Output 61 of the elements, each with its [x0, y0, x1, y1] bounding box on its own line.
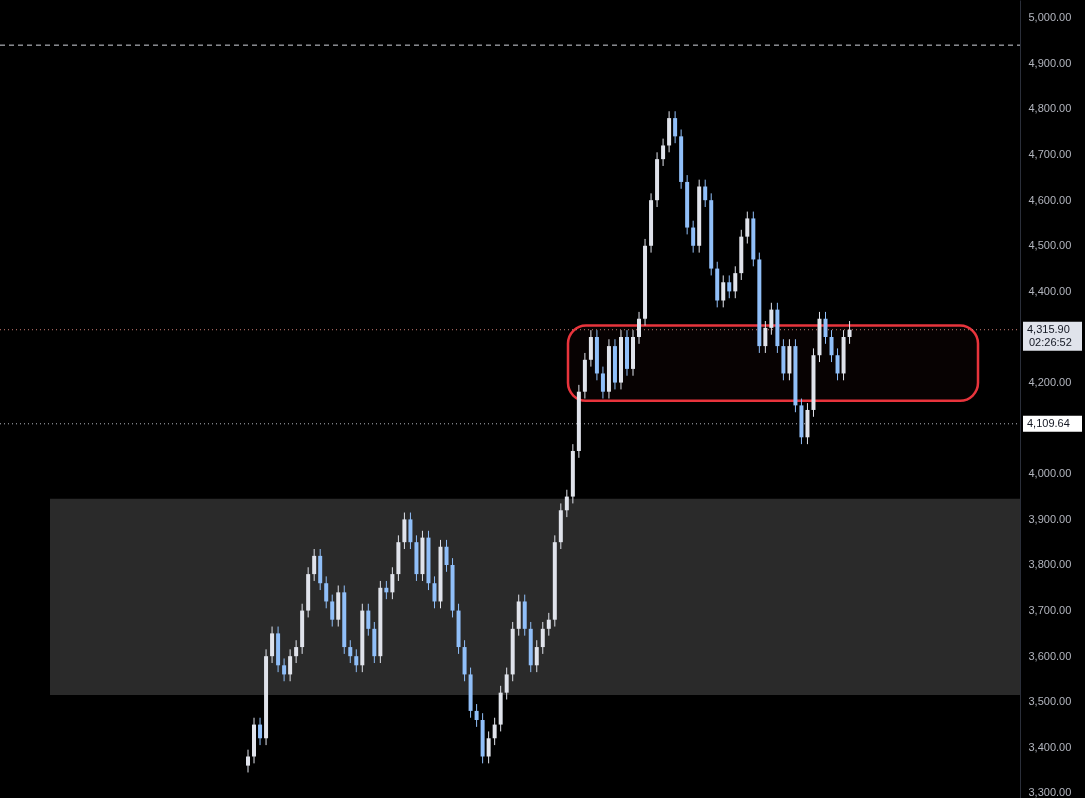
candlestick [444, 539, 449, 573]
candlestick [823, 311, 828, 345]
candlestick [661, 138, 666, 167]
candlestick [312, 548, 317, 582]
y-tick-label: 4,500.00 [1028, 239, 1072, 252]
candlestick [432, 575, 437, 609]
candlestick [246, 749, 251, 773]
ref-line-label: 4,109.64 [1027, 416, 1070, 429]
candlestick [745, 211, 750, 244]
candlestick [270, 626, 275, 664]
y-tick-label: 4,200.00 [1028, 376, 1072, 389]
y-tick-label: 4,400.00 [1028, 284, 1072, 297]
candlestick [354, 648, 359, 673]
candlestick [408, 512, 413, 550]
candlestick [721, 274, 726, 308]
y-tick-label: 3,300.00 [1028, 786, 1072, 798]
candlestick [294, 639, 299, 664]
y-tick-label: 4,900.00 [1028, 56, 1072, 69]
candlestick [673, 110, 678, 144]
candlestick [600, 366, 605, 400]
candlestick [366, 603, 371, 637]
candlestick [835, 347, 840, 381]
y-tick-label: 4,600.00 [1028, 193, 1072, 206]
y-tick-label: 3,600.00 [1028, 649, 1072, 662]
y-tick-label: 4,800.00 [1028, 102, 1072, 115]
candlestick [330, 594, 335, 628]
candlestick [637, 311, 642, 345]
y-tick-label: 3,500.00 [1028, 695, 1072, 708]
candlestick [847, 320, 852, 345]
y-tick-label: 4,000.00 [1028, 467, 1072, 480]
candlestick [486, 730, 491, 764]
candlestick [474, 703, 479, 728]
text: 02:26:52 [1029, 335, 1072, 348]
candlestick [402, 512, 407, 550]
candlestick [324, 575, 329, 609]
candlestick [492, 717, 497, 746]
candlestick [546, 612, 551, 637]
candlestick [588, 329, 593, 368]
candlestick [288, 648, 293, 682]
candlestick [282, 657, 287, 682]
y-tick-label: 4,700.00 [1028, 148, 1072, 161]
candlestick [769, 302, 774, 336]
candlestick [258, 717, 263, 746]
y-tick-label: 3,800.00 [1028, 558, 1072, 571]
candlestick [703, 179, 708, 208]
y-tick-label: 3,900.00 [1028, 512, 1072, 525]
candlestick [691, 220, 696, 254]
candlestick [727, 274, 732, 299]
ref-line-label: 4,315.90 [1027, 322, 1070, 335]
candlestick [733, 265, 738, 299]
candlestick [348, 639, 353, 664]
candlestick [390, 566, 395, 600]
y-tick-label: 3,700.00 [1028, 604, 1072, 617]
candlestick [829, 329, 834, 363]
y-tick-label: 3,400.00 [1028, 740, 1072, 753]
candlestick [564, 489, 569, 518]
candlestick [534, 639, 539, 673]
candlestick [763, 320, 768, 354]
candlestick [504, 667, 509, 700]
y-tick-label: 5,000.00 [1028, 11, 1072, 24]
candlestick [540, 621, 545, 655]
